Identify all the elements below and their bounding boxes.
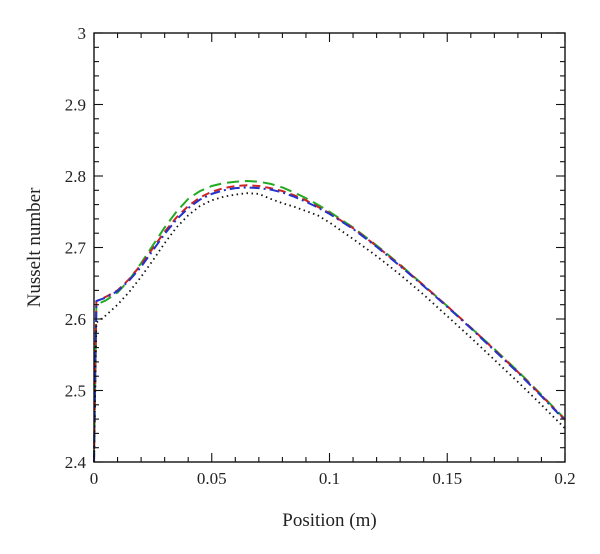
series-line-3 — [93, 186, 566, 463]
y-tick-label: 2.4 — [65, 453, 87, 472]
x-tick-label: 0.2 — [554, 469, 575, 488]
x-tick-label: 0 — [90, 469, 99, 488]
y-axis-label: Nusselt number — [24, 187, 45, 307]
y-tick-label: 2.5 — [65, 382, 86, 401]
axis-ticks — [93, 32, 566, 463]
x-tick-label: 0.05 — [197, 469, 227, 488]
y-tick-label: 2.8 — [65, 167, 86, 186]
series-line-1 — [93, 180, 566, 463]
x-tick-label: 0.15 — [432, 469, 462, 488]
axis-tick-labels: 0 0.05 0.1 0.15 0.2 2.4 2.5 2.6 2.7 2.8 2.9 3 — [65, 24, 576, 488]
plot-lines — [93, 180, 566, 463]
y-tick-label: 2.7 — [65, 239, 87, 258]
series-line-4 — [93, 192, 566, 463]
x-tick-label: 0.1 — [319, 469, 340, 488]
y-tick-label: 2.6 — [65, 310, 86, 329]
x-axis-label: Position (m) — [282, 510, 376, 531]
y-tick-label: 2.9 — [65, 96, 86, 115]
y-tick-label: 3 — [78, 24, 87, 43]
plot-frame — [93, 32, 566, 463]
